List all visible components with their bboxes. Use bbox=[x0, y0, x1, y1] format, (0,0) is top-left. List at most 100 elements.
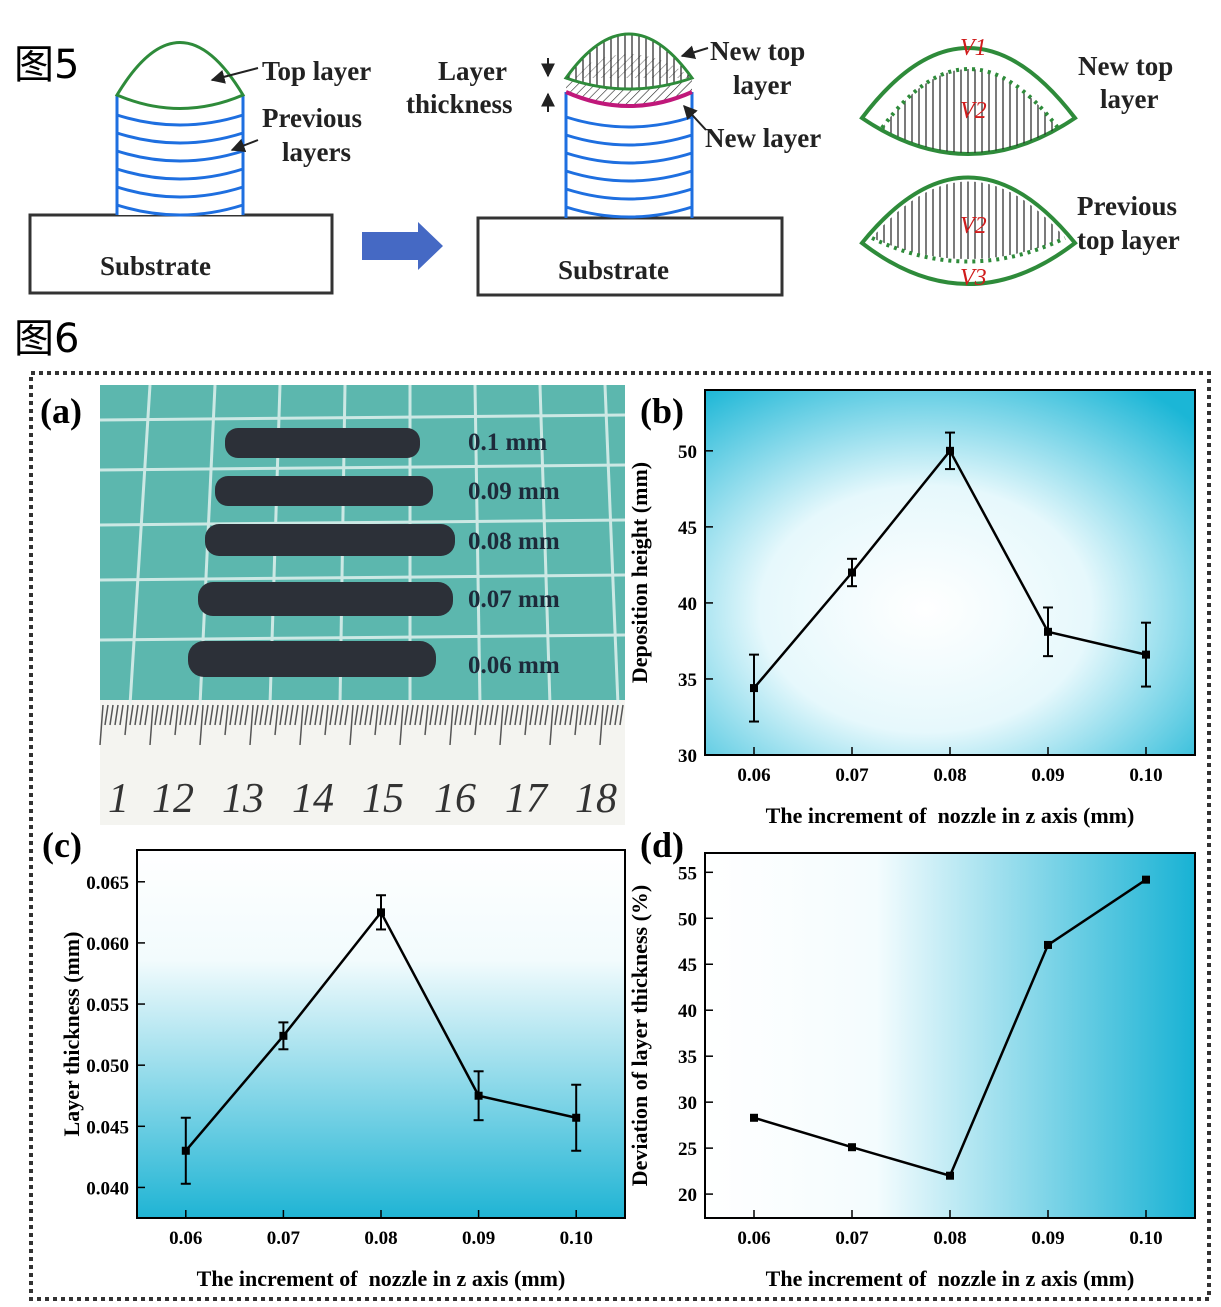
ruler-tick bbox=[524, 704, 529, 736]
ruler-tick bbox=[229, 704, 234, 726]
ruler-tick bbox=[139, 704, 144, 726]
y-tick-label: 35 bbox=[678, 670, 697, 691]
ruler-tick bbox=[344, 704, 349, 726]
ruler-number: 17 bbox=[505, 776, 549, 822]
ruler-tick bbox=[539, 704, 544, 726]
ruler-tick bbox=[199, 704, 204, 746]
ruler-tick bbox=[439, 704, 444, 726]
ruler-tick bbox=[564, 704, 569, 726]
ruler-tick bbox=[549, 704, 554, 746]
ruler-number: 18 bbox=[575, 776, 617, 822]
label: layers bbox=[282, 137, 351, 167]
ruler-tick bbox=[474, 704, 479, 736]
marker bbox=[750, 1113, 758, 1122]
marker bbox=[946, 446, 954, 455]
ruler-tick bbox=[154, 704, 159, 726]
panel-label: (a) bbox=[40, 391, 82, 431]
ruler-tick bbox=[184, 704, 189, 726]
ruler-tick bbox=[424, 704, 429, 736]
label: layer bbox=[733, 70, 791, 100]
ruler-tick bbox=[604, 704, 609, 726]
x-tick-label: 0.09 bbox=[1031, 1228, 1064, 1249]
ruler-tick bbox=[489, 704, 494, 726]
frame bbox=[29, 371, 1211, 1301]
label: Previous bbox=[1077, 191, 1177, 221]
ruler-tick bbox=[274, 704, 279, 736]
x-tick-label: 0.07 bbox=[835, 1228, 869, 1249]
label: New layer bbox=[705, 123, 821, 153]
marker bbox=[474, 1091, 483, 1100]
ruler-tick bbox=[149, 704, 154, 746]
ruler-tick bbox=[394, 704, 399, 726]
y-tick-label: 50 bbox=[678, 909, 697, 930]
marker bbox=[848, 1143, 856, 1152]
ruler-tick bbox=[119, 704, 124, 726]
ruler-tick bbox=[129, 704, 134, 726]
x-tick-label: 0.07 bbox=[267, 1228, 301, 1249]
x-tick-label: 0.06 bbox=[737, 765, 770, 786]
ruler-tick bbox=[259, 704, 264, 726]
diagram-middle: Layer thickness New top layer New layer … bbox=[406, 32, 821, 297]
ruler-tick bbox=[544, 704, 549, 726]
ruler-tick bbox=[569, 704, 574, 726]
x-axis-label: The increment of nozzle in z axis (mm) bbox=[197, 1266, 566, 1291]
ruler-tick bbox=[399, 704, 404, 746]
y-tick-label: 25 bbox=[678, 1139, 697, 1160]
plot-area bbox=[704, 852, 1196, 1219]
ruler-tick bbox=[449, 704, 454, 746]
ruler-tick bbox=[269, 704, 274, 726]
figure-label: 图6 bbox=[14, 316, 79, 362]
y-tick-label: 0.065 bbox=[86, 873, 129, 894]
arrow bbox=[362, 222, 443, 270]
ruler-tick bbox=[104, 704, 109, 726]
ruler-tick bbox=[454, 704, 459, 726]
ruler-tick bbox=[339, 704, 344, 726]
ruler-tick bbox=[334, 704, 339, 726]
panel-label: (b) bbox=[640, 391, 684, 431]
photo: (a) bbox=[40, 384, 626, 825]
ruler-tick bbox=[509, 704, 514, 726]
marker bbox=[750, 684, 758, 693]
symbol: V2 bbox=[960, 98, 987, 124]
ruler-tick bbox=[319, 704, 324, 726]
ruler-tick bbox=[314, 704, 319, 726]
ruler-number: 16 bbox=[434, 776, 476, 822]
label: New top bbox=[710, 36, 805, 66]
ruler-tick bbox=[534, 704, 539, 726]
ruler-tick bbox=[429, 704, 434, 726]
ruler-tick bbox=[224, 704, 229, 736]
ruler-tick bbox=[464, 704, 469, 726]
y-tick-label: 40 bbox=[678, 1001, 697, 1022]
marker bbox=[1142, 875, 1150, 884]
ruler-tick bbox=[219, 704, 224, 726]
x-tick-label: 0.06 bbox=[169, 1228, 202, 1249]
diagram-left: Top layer Previous layers Substrate bbox=[28, 41, 371, 295]
ruler-tick bbox=[169, 704, 174, 726]
ruler-tick bbox=[359, 704, 364, 726]
ruler-tick bbox=[124, 704, 129, 736]
marker bbox=[1142, 650, 1150, 659]
ruler-tick bbox=[194, 704, 199, 726]
y-tick-label: 0.050 bbox=[86, 1056, 129, 1077]
ruler-tick bbox=[379, 704, 384, 726]
ruler-tick bbox=[444, 704, 449, 726]
length-label: 0.1 mm bbox=[468, 429, 547, 456]
marker bbox=[1044, 627, 1052, 636]
ruler-tick bbox=[554, 704, 559, 726]
label: Top layer bbox=[262, 56, 371, 86]
ruler-number: 12 bbox=[152, 776, 194, 822]
ruler-tick bbox=[374, 704, 379, 736]
y-tick-label: 0.045 bbox=[86, 1117, 129, 1138]
x-tick-label: 0.10 bbox=[1129, 765, 1162, 786]
ruler-tick bbox=[189, 704, 194, 726]
ruler-tick bbox=[134, 704, 139, 726]
ruler-tick bbox=[469, 704, 474, 726]
y-tick-label: 40 bbox=[678, 594, 697, 615]
ruler-number: 1 bbox=[108, 776, 129, 822]
ruler-tick bbox=[329, 704, 334, 726]
marker bbox=[848, 568, 856, 577]
y-tick-label: 20 bbox=[678, 1185, 697, 1206]
marker bbox=[946, 1171, 954, 1180]
ruler-tick bbox=[589, 704, 594, 726]
x-tick-label: 0.09 bbox=[1031, 765, 1064, 786]
